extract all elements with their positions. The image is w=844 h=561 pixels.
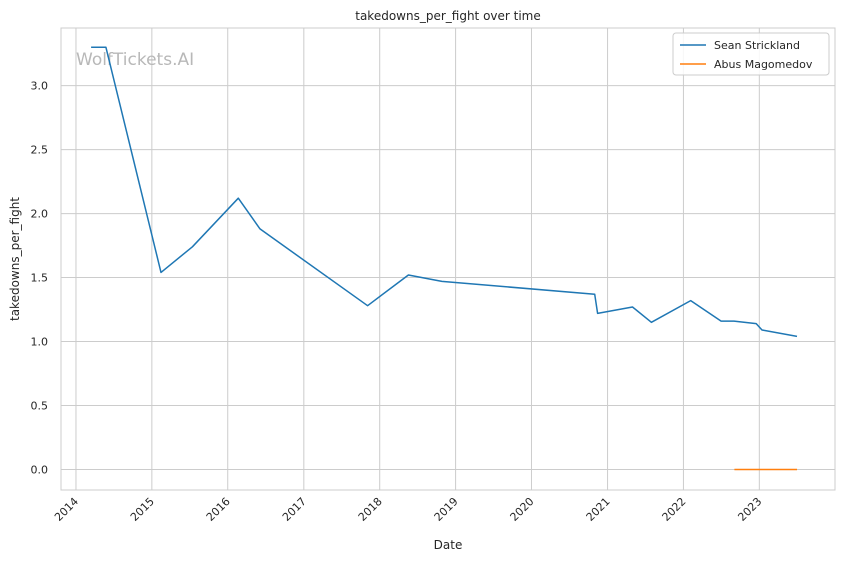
- x-tick-label: 2014: [52, 495, 81, 524]
- x-axis-title: Date: [434, 538, 463, 552]
- y-tick-label: 2.5: [31, 144, 49, 157]
- grid: [61, 28, 835, 490]
- x-tick-label: 2016: [204, 495, 233, 524]
- y-tick-label: 0.0: [31, 464, 49, 477]
- x-tick-labels: 2014 2015 2016 2017 2018 2019 2020 2021 2022 2023: [52, 495, 764, 524]
- y-tick-label: 1.5: [31, 272, 49, 285]
- x-tick-label: 2015: [128, 495, 157, 524]
- legend: Sean Strickland Abus Magomedov: [672, 32, 830, 76]
- series-layer: [91, 46, 798, 471]
- x-tick-label: 2017: [280, 495, 309, 524]
- y-tick-label: 3.0: [31, 80, 49, 93]
- y-tick-label: 0.5: [31, 400, 49, 413]
- legend-label-abus-magomedov: Abus Magomedov: [714, 58, 813, 71]
- y-tick-labels: 0.0 0.5 1.0 1.5 2.0 2.5 3.0: [31, 80, 49, 477]
- x-tick-label: 2019: [432, 495, 461, 524]
- y-tick-label: 1.0: [31, 336, 49, 349]
- legend-box: [672, 32, 830, 76]
- x-tick-label: 2023: [735, 495, 764, 524]
- x-tick-label: 2021: [584, 495, 613, 524]
- y-axis-title: takedowns_per_fight: [8, 197, 22, 321]
- y-tick-label: 2.0: [31, 208, 49, 221]
- series-line-sean-strickland: [91, 46, 798, 338]
- x-tick-label: 2022: [660, 495, 689, 524]
- x-tick-label: 2018: [356, 495, 385, 524]
- watermark-text: WolfTickets.AI: [76, 50, 194, 70]
- chart-title: takedowns_per_fight over time: [355, 9, 541, 23]
- plot-frame: [60, 27, 836, 491]
- x-tick-label: 2020: [508, 495, 537, 524]
- legend-label-sean-strickland: Sean Strickland: [714, 39, 800, 52]
